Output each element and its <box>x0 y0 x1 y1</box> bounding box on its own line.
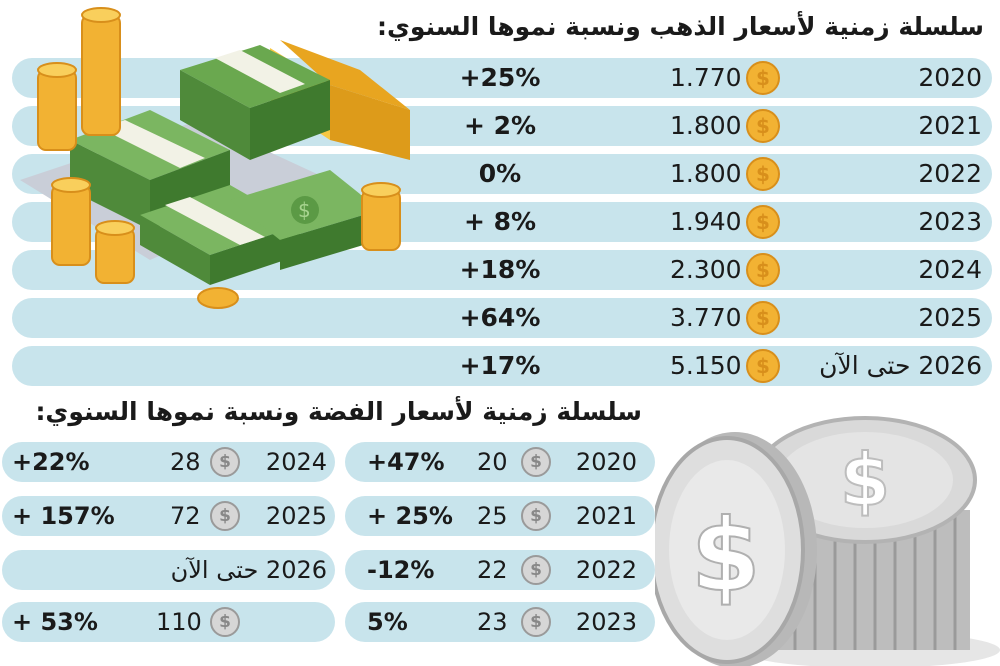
silver-coin-icon: $ <box>521 501 551 531</box>
silver-change: + 53% <box>12 608 98 636</box>
gold-year: 2026 حتى الآن <box>819 351 982 380</box>
gold-price: 1.940 <box>670 207 742 236</box>
gold-price: 1.800 <box>670 159 742 188</box>
gold-coin-icon: $ <box>746 205 780 239</box>
silver-year: 2026 حتى الآن <box>170 556 327 584</box>
gold-change: + 2% <box>463 111 537 140</box>
silver-price: 25 <box>477 502 508 530</box>
svg-text:$: $ <box>691 497 761 614</box>
gold-price: 3.770 <box>670 303 742 332</box>
silver-row: 2025 $ 72 + 157% <box>2 496 335 536</box>
silver-row: 2023 $ 23 5% <box>345 602 655 642</box>
silver-row: 2026 حتى الآن <box>2 550 335 590</box>
silver-year: 2023 <box>575 608 637 636</box>
silver-coin-icon: $ <box>521 447 551 477</box>
gold-year: 2021 <box>918 111 982 140</box>
gold-coin-icon: $ <box>746 253 780 287</box>
gold-price: 1.800 <box>670 111 742 140</box>
silver-coin-icon: $ <box>521 555 551 585</box>
silver-coin-icon: $ <box>210 501 240 531</box>
silver-price: 22 <box>477 556 508 584</box>
svg-text:$: $ <box>840 438 890 522</box>
silver-section-title: سلسلة زمنية لأسعار الفضة ونسبة نموها الس… <box>35 397 642 426</box>
gold-year: 2025 <box>918 303 982 332</box>
silver-change: -12% <box>367 556 435 584</box>
gold-section-title: سلسلة زمنية لأسعار الذهب ونسبة نموها الس… <box>376 12 984 41</box>
svg-text:$: $ <box>298 198 311 222</box>
gold-price: 5.150 <box>670 351 742 380</box>
gold-change: +18% <box>459 255 541 284</box>
gold-price: 2.300 <box>670 255 742 284</box>
silver-year: 2025 <box>265 502 327 530</box>
silver-coins-illustration: $ $ <box>655 416 1000 666</box>
silver-row: 2024 $ 28 +22% <box>2 442 335 482</box>
silver-row: 2020 $ 20 +47% <box>345 442 655 482</box>
gold-year: 2023 <box>918 207 982 236</box>
gold-row: 2025 $ 3.770 +64% <box>12 298 992 338</box>
silver-coin-icon: $ <box>210 447 240 477</box>
silver-price: 20 <box>477 448 508 476</box>
gold-coin-icon: $ <box>746 61 780 95</box>
gold-coin-icon: $ <box>746 349 780 383</box>
gold-row: 2020 $ 1.770 +25% <box>12 58 992 98</box>
silver-year: 2022 <box>575 556 637 584</box>
silver-price: 23 <box>477 608 508 636</box>
gold-year: 2020 <box>918 63 982 92</box>
silver-coin-icon: $ <box>521 607 551 637</box>
silver-coin-icon: $ <box>210 607 240 637</box>
silver-change: 5% <box>367 608 408 636</box>
silver-price: 110 <box>156 608 202 636</box>
gold-change: +64% <box>459 303 541 332</box>
gold-year: 2022 <box>918 159 982 188</box>
silver-year: 2024 <box>265 448 327 476</box>
silver-change: +22% <box>12 448 90 476</box>
silver-year: 2020 <box>575 448 637 476</box>
gold-row: 2026 حتى الآن $ 5.150 +17% <box>12 346 992 386</box>
silver-change: +47% <box>367 448 445 476</box>
gold-change: +25% <box>459 63 541 92</box>
gold-change: + 8% <box>463 207 537 236</box>
money-illustration: $ <box>20 7 410 309</box>
silver-change: + 157% <box>12 502 115 530</box>
gold-coin-icon: $ <box>746 157 780 191</box>
gold-coin-icon: $ <box>746 301 780 335</box>
silver-row: 2021 $ 25 + 25% <box>345 496 655 536</box>
silver-row: 2022 $ 22 -12% <box>345 550 655 590</box>
silver-year: 2021 <box>575 502 637 530</box>
gold-price: 1.770 <box>670 63 742 92</box>
gold-change: +17% <box>459 351 541 380</box>
gold-coin-icon: $ <box>746 109 780 143</box>
gold-year: 2024 <box>918 255 982 284</box>
silver-change: + 25% <box>367 502 453 530</box>
silver-price: 28 <box>170 448 201 476</box>
gold-change: 0% <box>478 159 522 188</box>
silver-row: $ 110 + 53% <box>2 602 335 642</box>
silver-price: 72 <box>170 502 201 530</box>
